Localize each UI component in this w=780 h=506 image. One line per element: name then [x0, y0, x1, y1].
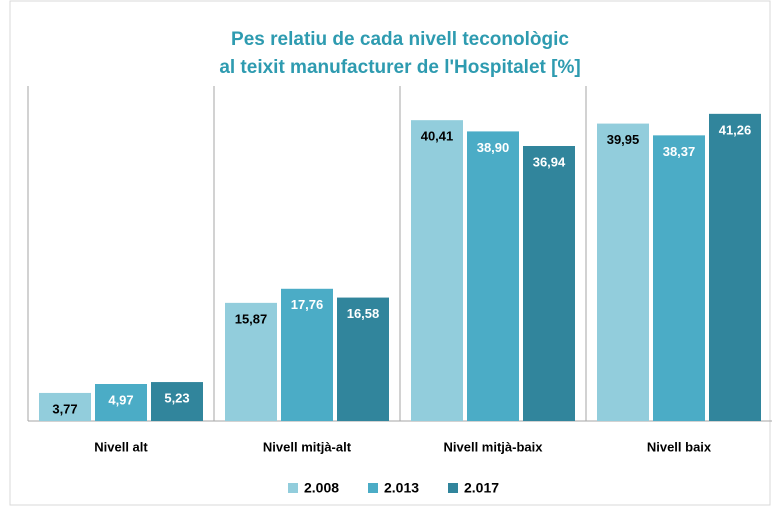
data-label: 40,41 [421, 129, 454, 144]
data-label: 16,58 [347, 306, 380, 321]
x-tick-label: Nivell mitjà-alt [263, 439, 352, 454]
bar [225, 302, 277, 421]
title-line: Pes relatiu de cada nivell teconològic [231, 29, 569, 50]
legend-label: 2.017 [464, 480, 499, 496]
bar [39, 392, 91, 421]
bar [151, 382, 203, 421]
bar [337, 297, 389, 421]
data-label: 36,94 [533, 154, 566, 169]
title-line: al teixit manufacturer de l'Hospitalet [… [219, 57, 580, 78]
bar [653, 135, 705, 421]
bar [95, 384, 147, 421]
bar [467, 131, 519, 421]
legend-swatch [448, 483, 458, 493]
legend-label: 2.008 [304, 480, 339, 496]
data-label: 38,37 [663, 144, 696, 159]
data-label: 38,90 [477, 140, 510, 155]
legend-swatch [288, 483, 298, 493]
data-label: 15,87 [235, 311, 268, 326]
data-label: 5,23 [164, 391, 189, 406]
data-label: 39,95 [607, 132, 640, 147]
chart-frame [9, 0, 771, 506]
legend-swatch [368, 483, 378, 493]
bar [597, 123, 649, 421]
x-tick-label: Nivell baix [647, 439, 712, 454]
x-tick-label: Nivell mitjà-baix [444, 439, 544, 454]
bar [709, 113, 761, 421]
data-label: 41,26 [719, 122, 752, 137]
data-label: 4,97 [108, 392, 133, 407]
bar [411, 120, 463, 422]
x-tick-label: Nivell alt [94, 439, 148, 454]
data-label: 3,77 [52, 401, 77, 416]
chart-title: Pes relatiu de cada nivell teconològic al… [219, 29, 580, 78]
bar [281, 288, 333, 421]
data-label: 17,76 [291, 297, 324, 312]
legend-label: 2.013 [384, 480, 419, 496]
bar [523, 146, 575, 421]
